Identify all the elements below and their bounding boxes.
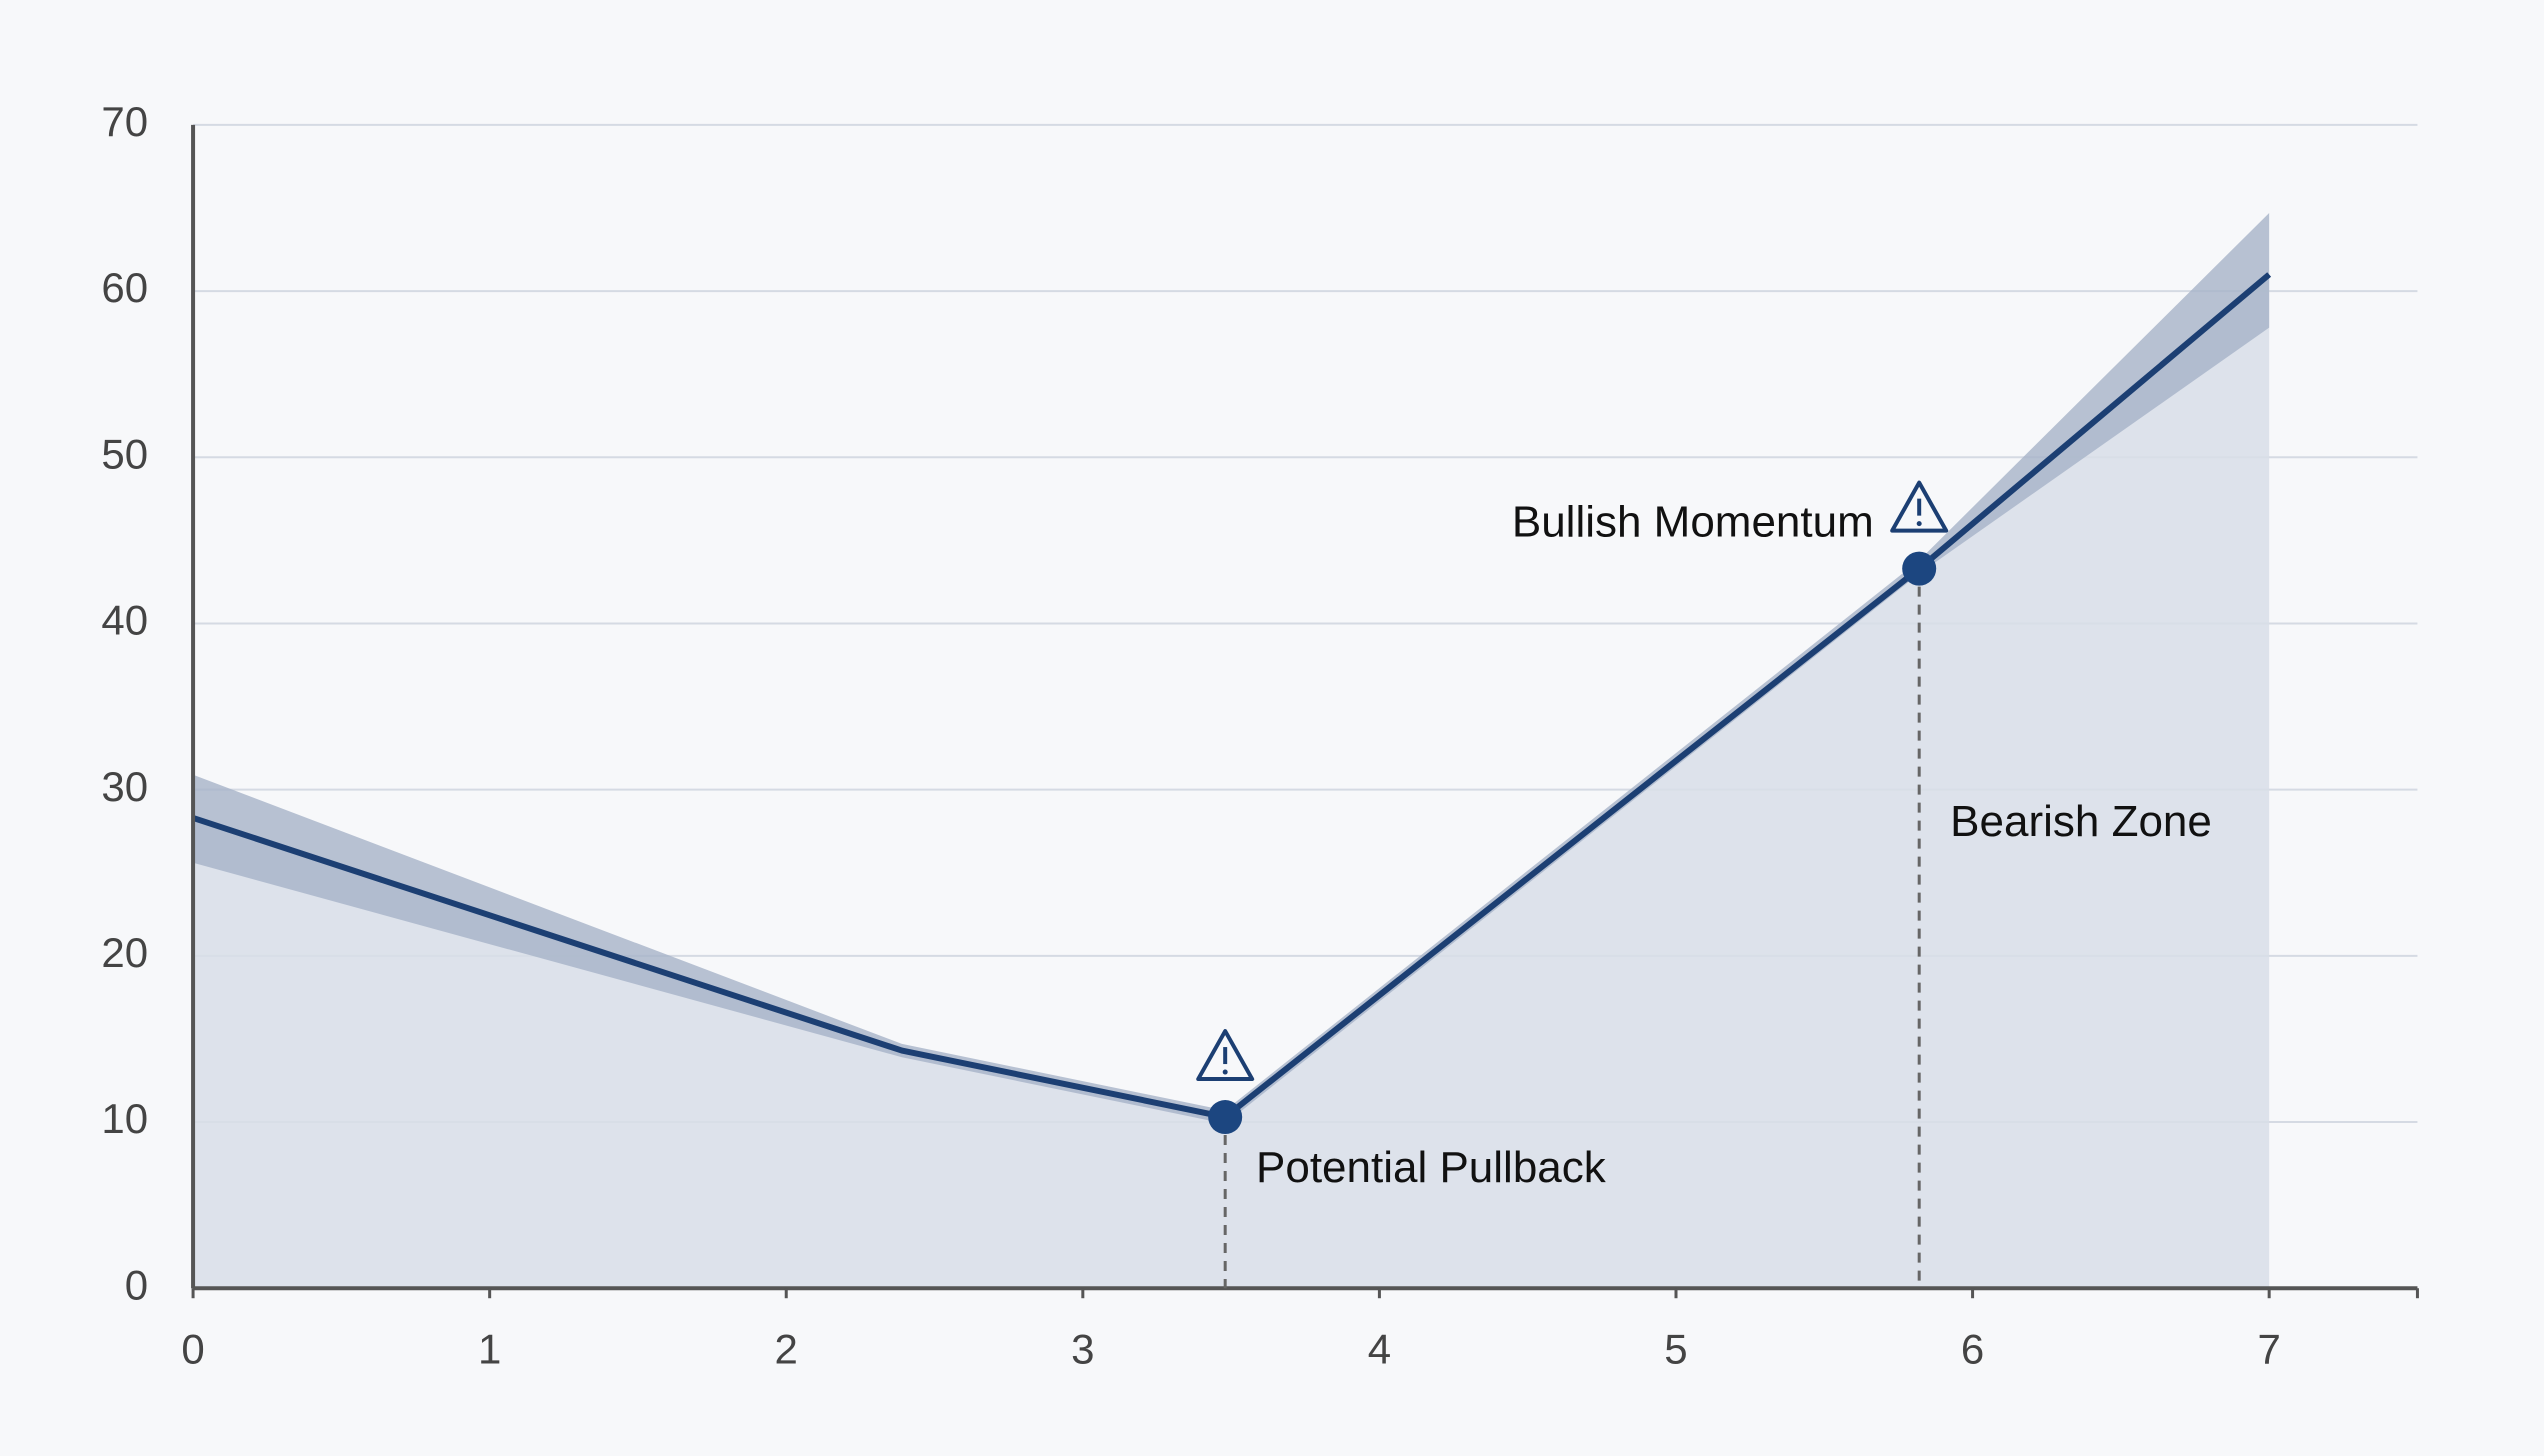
area bbox=[193, 274, 2270, 1289]
x-tick-label: 6 bbox=[1961, 1325, 1984, 1372]
x-tick-label: 5 bbox=[1664, 1325, 1687, 1372]
marker-label: Bullish Momentum bbox=[1512, 497, 1874, 546]
warning-icon bbox=[1890, 480, 1949, 533]
y-tick-label: 20 bbox=[101, 929, 148, 976]
y-tick-label: 0 bbox=[125, 1261, 148, 1308]
x-tick-label: 4 bbox=[1368, 1325, 1391, 1372]
marker-label: Potential Pullback bbox=[1256, 1143, 1607, 1192]
y-tick-label: 50 bbox=[101, 430, 148, 477]
y-tick-label: 40 bbox=[101, 597, 148, 644]
annotation: Bearish Zone bbox=[1950, 797, 2212, 846]
y-tick-label: 30 bbox=[101, 763, 148, 810]
x-tick-label: 0 bbox=[181, 1325, 204, 1372]
marker bbox=[1208, 1100, 1243, 1135]
y-tick-label: 10 bbox=[101, 1095, 148, 1142]
x-tick-label: 3 bbox=[1071, 1325, 1094, 1372]
warning-icon-dot bbox=[1222, 1069, 1228, 1075]
warning-icon bbox=[1196, 1029, 1255, 1082]
x-tick-label: 1 bbox=[478, 1325, 501, 1372]
y-tick-label: 60 bbox=[101, 264, 148, 311]
warning-icon-dot bbox=[1916, 521, 1922, 527]
x-tick-label: 7 bbox=[2257, 1325, 2280, 1372]
marker bbox=[1902, 551, 1937, 586]
y-tick-label: 70 bbox=[101, 98, 148, 145]
x-tick-label: 2 bbox=[775, 1325, 798, 1372]
